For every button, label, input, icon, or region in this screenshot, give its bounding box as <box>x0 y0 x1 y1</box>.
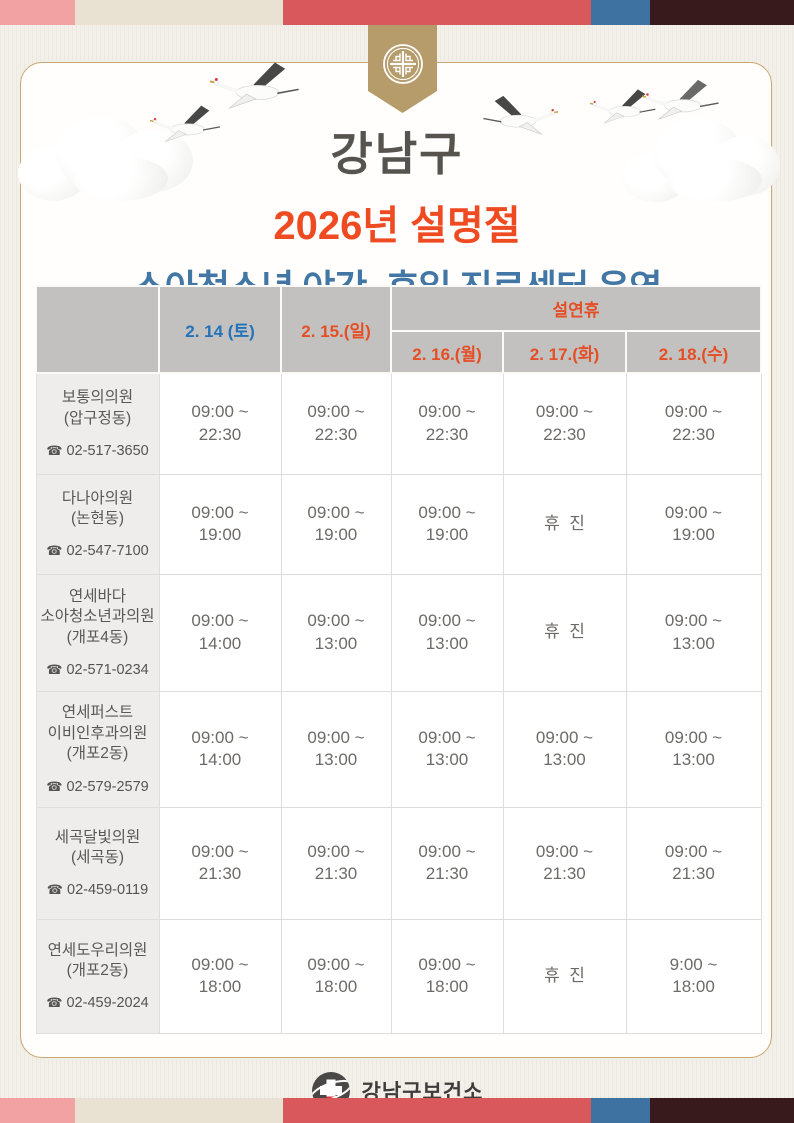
clinic-phone: ☎ 02-547-7100 <box>46 543 149 560</box>
clinic-cell: 연세바다 소아청소년과의원 (개포4동) ☎ 02-571-0234 <box>35 573 160 692</box>
strip-segment-pink <box>0 1098 75 1123</box>
time-cell: 9:00 ~18:00 <box>625 918 762 1034</box>
crane-icon <box>483 95 558 135</box>
clinic-phone: ☎ 02-517-3650 <box>46 443 149 460</box>
time-cell: 09:00 ~21:30 <box>625 806 762 920</box>
table-row: 다나아의원 (논현동) ☎ 02-547-7100 09:00 ~19:00 0… <box>35 473 762 575</box>
strip-segment-blue <box>591 1098 650 1123</box>
clinic-phone: ☎ 02-579-2579 <box>46 778 149 795</box>
clinic-phone: ☎ 02-571-0234 <box>46 662 149 679</box>
time-cell: 09:00 ~18:00 <box>158 918 282 1034</box>
time-cell: 09:00 ~13:00 <box>625 573 762 692</box>
table-row: 보통의의원 (압구정동) ☎ 02-517-3650 09:00 ~22:30 … <box>35 372 762 475</box>
strip-segment-cream <box>75 0 283 25</box>
table-row: 세곡달빛의원 (세곡동) ☎ 02-459-0119 09:00 ~21:30 … <box>35 806 762 920</box>
crane-icon <box>590 89 656 124</box>
strip-segment-maroon <box>650 0 794 25</box>
strip-segment-blue <box>591 0 650 25</box>
header-date-wed: 2. 18.(수) <box>624 330 763 374</box>
time-cell: 09:00 ~22:30 <box>280 372 392 475</box>
time-cell: 09:00 ~19:00 <box>280 473 392 575</box>
table-row: 연세바다 소아청소년과의원 (개포4동) ☎ 02-571-0234 09:00… <box>35 573 762 692</box>
time-cell: 09:00 ~13:00 <box>390 573 504 692</box>
title-district: 강남구 <box>330 128 464 180</box>
header-date-mon: 2. 16.(월) <box>390 330 504 374</box>
strip-segment-maroon <box>650 1098 794 1123</box>
table-row: 연세퍼스트 이비인후과의원 (개포2동) ☎ 02-579-2579 09:00… <box>35 690 762 808</box>
time-cell: 09:00 ~13:00 <box>502 690 627 808</box>
clinic-phone: ☎ 02-459-2024 <box>46 995 149 1012</box>
phone-icon: ☎ <box>46 779 63 795</box>
time-cell: 09:00 ~21:30 <box>158 806 282 920</box>
time-cell: 휴 진 <box>502 918 627 1034</box>
clinic-cell: 다나아의원 (논현동) ☎ 02-547-7100 <box>35 473 160 575</box>
longevity-emblem-icon <box>382 44 423 84</box>
time-cell: 09:00 ~22:30 <box>625 372 762 475</box>
header-date-sun: 2. 15.(일) <box>280 285 392 374</box>
strip-segment-red <box>283 1098 591 1123</box>
top-color-strip <box>0 0 794 25</box>
time-cell: 09:00 ~13:00 <box>625 690 762 808</box>
clinic-phone: ☎ 02-459-0119 <box>46 882 149 899</box>
time-cell: 09:00 ~19:00 <box>158 473 282 575</box>
time-cell: 09:00 ~13:00 <box>280 690 392 808</box>
time-cell: 09:00 ~21:30 <box>280 806 392 920</box>
time-cell: 09:00 ~14:00 <box>158 573 282 692</box>
phone-icon: ☎ <box>46 544 63 560</box>
time-cell: 09:00 ~13:00 <box>280 573 392 692</box>
time-cell: 09:00 ~14:00 <box>158 690 282 808</box>
clinic-cell: 보통의의원 (압구정동) ☎ 02-517-3650 <box>35 372 160 475</box>
crane-icon <box>210 62 299 109</box>
clinic-cell: 연세도우리의원 (개포2동) ☎ 02-459-2024 <box>35 918 160 1034</box>
header-date-sat: 2. 14 (토) <box>158 285 282 374</box>
header-date-tue: 2. 17.(화) <box>502 330 627 374</box>
header-holiday-group: 설연휴 <box>389 285 763 332</box>
phone-icon: ☎ <box>46 996 63 1012</box>
clinic-cell: 연세퍼스트 이비인후과의원 (개포2동) ☎ 02-579-2579 <box>35 690 160 808</box>
time-cell: 휴 진 <box>502 573 627 692</box>
time-cell: 09:00 ~22:30 <box>390 372 504 475</box>
time-cell: 09:00 ~22:30 <box>158 372 282 475</box>
time-cell: 09:00 ~21:30 <box>390 806 504 920</box>
time-cell: 09:00 ~19:00 <box>390 473 504 575</box>
strip-segment-red <box>283 0 591 25</box>
header-clinic-blank <box>35 285 160 374</box>
title-event: 2026년 설명절 <box>273 204 521 248</box>
time-cell: 09:00 ~18:00 <box>390 918 504 1034</box>
strip-segment-pink <box>0 0 75 25</box>
strip-segment-cream <box>75 1098 283 1123</box>
crane-icon <box>642 79 719 120</box>
title-block: 강남구 2026년 설명절 소아청소년 야간 ·휴일 진료센터 운영 <box>0 118 794 311</box>
clinic-cell: 세곡달빛의원 (세곡동) ☎ 02-459-0119 <box>35 806 160 920</box>
table-row: 연세도우리의원 (개포2동) ☎ 02-459-2024 09:00 ~18:0… <box>35 918 762 1034</box>
phone-icon: ☎ <box>46 883 63 899</box>
time-cell: 09:00 ~22:30 <box>502 372 627 475</box>
time-cell: 09:00 ~21:30 <box>502 806 627 920</box>
phone-icon: ☎ <box>46 663 63 679</box>
schedule-table: 2. 14 (토) 2. 15.(일) 설연휴 2. 16.(월) 2. 17.… <box>35 285 763 1034</box>
bottom-color-strip <box>0 1098 794 1123</box>
time-cell: 09:00 ~19:00 <box>625 473 762 575</box>
time-cell: 휴 진 <box>502 473 627 575</box>
time-cell: 09:00 ~13:00 <box>390 690 504 808</box>
time-cell: 09:00 ~18:00 <box>280 918 392 1034</box>
phone-icon: ☎ <box>46 444 63 460</box>
